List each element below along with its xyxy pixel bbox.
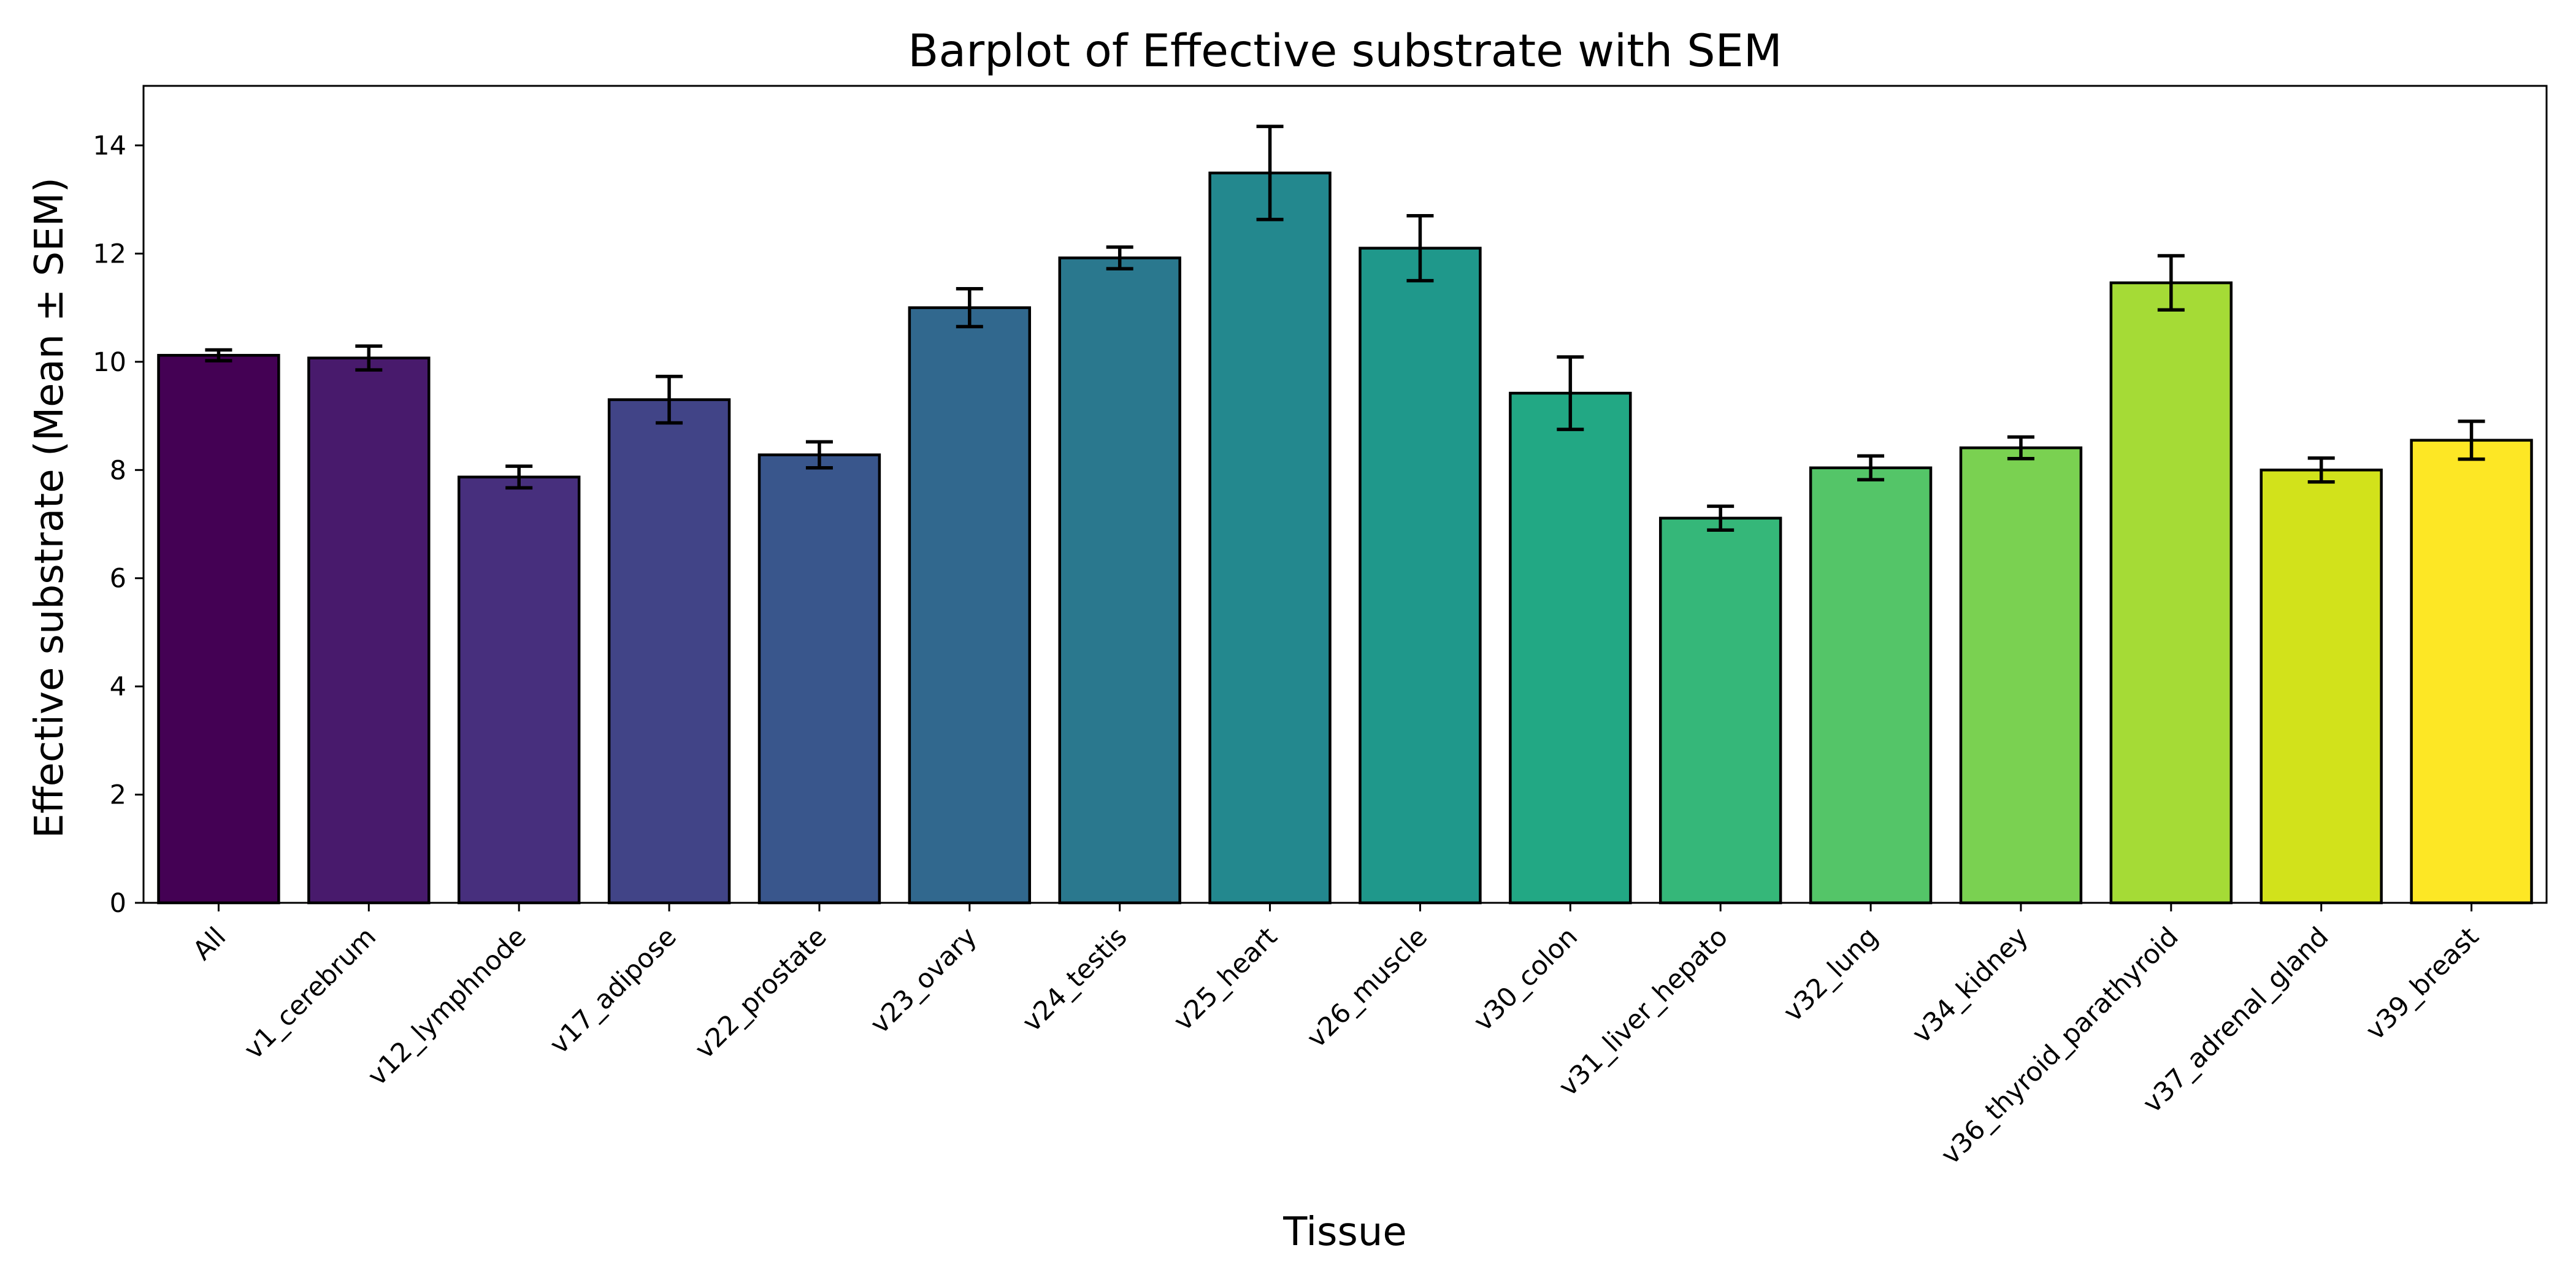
- y-tick-label: 10: [93, 347, 126, 378]
- error-bar-v24_testis: [1106, 245, 1133, 270]
- error-bar-v22_prostate: [805, 440, 833, 470]
- x-tick-label: v24_testis: [1017, 921, 1133, 1038]
- x-tick-label: v32_lung: [1777, 921, 1884, 1028]
- error-bar-v25_heart: [1256, 125, 1284, 221]
- x-tick-label: v26_muscle: [1301, 921, 1433, 1054]
- error-bar-v23_ovary: [956, 287, 983, 329]
- y-tick-label: 14: [93, 131, 126, 161]
- x-tick-label: v34_kidney: [1906, 921, 2034, 1049]
- error-bar-All: [205, 348, 232, 362]
- error-bar-v1_cerebrum: [355, 344, 383, 372]
- bar-v1_cerebrum: [307, 356, 431, 905]
- error-bar-v30_colon: [1557, 355, 1584, 431]
- x-tick-label: v36_thyroid_parathyroid: [1935, 921, 2184, 1170]
- plot-area-frame: [142, 85, 2548, 904]
- y-tick-label: 6: [110, 564, 126, 594]
- bar-v25_heart: [1208, 171, 1332, 905]
- x-tick-label: v12_lymphnode: [362, 921, 532, 1092]
- x-tick-label: v39_breast: [2360, 921, 2485, 1046]
- y-axis-ticks: 0 2 4 6 8 10 12 14: [93, 131, 144, 919]
- x-tick-label: v1_cerebrum: [239, 921, 383, 1065]
- x-tick-label: v31_liver_hepato: [1553, 921, 1734, 1102]
- error-bar-v32_lung: [1857, 454, 1885, 481]
- bar-v32_lung: [1809, 466, 1933, 905]
- bar-v31_liver_hepato: [1658, 516, 1782, 905]
- error-bar-v12_lymphnode: [505, 464, 533, 490]
- bars-layer: [157, 171, 2533, 905]
- error-bar-v31_liver_hepato: [1707, 504, 1735, 532]
- error-bar-v37_adrenal_gland: [2307, 456, 2335, 484]
- y-tick-label: 8: [110, 455, 126, 486]
- bar-v12_lymphnode: [457, 475, 581, 905]
- bar-v23_ovary: [908, 306, 1032, 905]
- y-tick-label: 0: [110, 888, 126, 919]
- bar-v26_muscle: [1359, 247, 1482, 905]
- y-tick-label: 4: [110, 672, 126, 702]
- x-tick-label: v30_colon: [1468, 921, 1584, 1037]
- x-tick-label: All: [187, 921, 232, 966]
- bar-v36_thyroid_parathyroid: [2109, 281, 2233, 905]
- bar-v24_testis: [1058, 256, 1181, 905]
- y-tick-label: 2: [110, 780, 126, 811]
- bar-v30_colon: [1509, 391, 1632, 905]
- y-tick-label: 12: [93, 239, 126, 269]
- error-bar-v17_adipose: [656, 374, 683, 425]
- bar-All: [157, 354, 280, 905]
- bar-v34_kidney: [1959, 446, 2083, 905]
- error-bar-v26_muscle: [1406, 213, 1434, 283]
- chart-title: Barplot of Effective substrate with SEM: [908, 25, 1782, 77]
- error-bar-v39_breast: [2458, 420, 2485, 461]
- bar-v22_prostate: [757, 453, 881, 905]
- y-axis-label: Effective substrate (Mean ± SEM): [27, 177, 72, 838]
- error-bars-layer: [205, 125, 2485, 532]
- bar-v37_adrenal_gland: [2260, 469, 2383, 905]
- x-tick-label: v17_adipose: [544, 921, 683, 1060]
- x-axis-label: Tissue: [1282, 1209, 1407, 1255]
- error-bar-v36_thyroid_parathyroid: [2157, 254, 2185, 312]
- x-tick-label: v25_heart: [1168, 921, 1283, 1037]
- x-tick-label: v22_prostate: [689, 921, 833, 1065]
- x-tick-label: v23_ovary: [865, 921, 983, 1040]
- bar-v39_breast: [2410, 439, 2533, 905]
- bar-v17_adipose: [607, 398, 731, 905]
- error-bar-v34_kidney: [2007, 435, 2034, 461]
